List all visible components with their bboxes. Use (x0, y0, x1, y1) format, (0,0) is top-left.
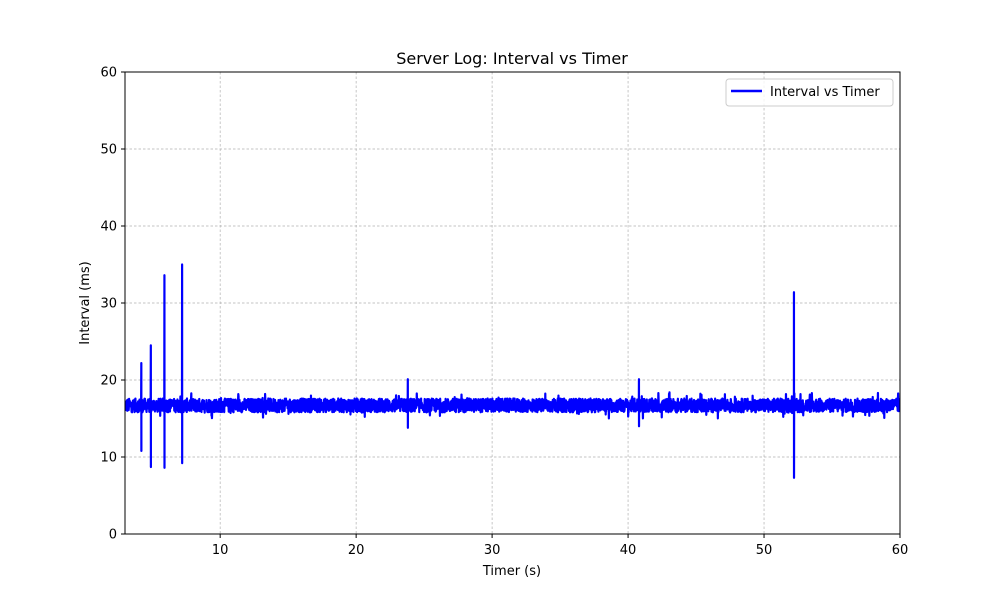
y-tick-label: 30 (100, 297, 117, 312)
legend-label: Interval vs Timer (770, 85, 880, 100)
x-tick-label: 60 (892, 543, 909, 558)
grid (125, 71, 901, 535)
axis-ticks: 10 20 30 40 50 60 0 10 20 30 40 50 60 (100, 66, 908, 559)
legend: Interval vs Timer (725, 78, 894, 107)
legend-box (725, 78, 894, 107)
x-tick-label: 10 (212, 543, 229, 558)
x-tick-label: 20 (348, 543, 365, 558)
y-tick-label: 10 (100, 451, 117, 466)
x-axis-label: Timer (s) (482, 564, 541, 579)
x-tick-label: 40 (620, 543, 637, 558)
x-tick-label: 30 (484, 543, 501, 558)
chart-title: Server Log: Interval vs Timer (396, 49, 628, 68)
series-layer (125, 263, 900, 479)
y-tick-label: 50 (100, 143, 117, 158)
y-axis-label: Interval (ms) (78, 261, 93, 345)
y-tick-label: 60 (100, 66, 117, 81)
y-tick-label: 0 (109, 528, 117, 543)
series-line (125, 263, 900, 479)
x-tick-label: 50 (756, 543, 773, 558)
y-tick-label: 40 (100, 220, 117, 235)
y-tick-label: 20 (100, 374, 117, 389)
